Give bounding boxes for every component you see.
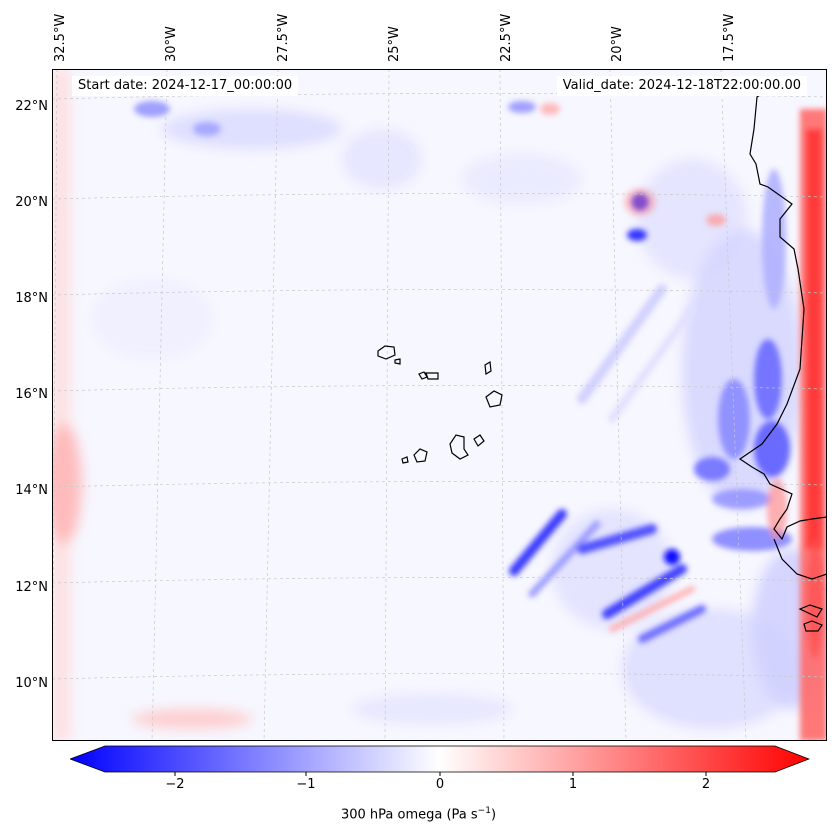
lon-label: 25°W — [387, 26, 402, 62]
colorbar-tick-label: −2 — [165, 777, 185, 792]
colorbar-tick-label: 2 — [701, 777, 711, 792]
colorbar-tick-label: 0 — [435, 777, 445, 792]
island-sal — [484, 361, 492, 375]
lat-label: 12°N — [15, 580, 48, 595]
colorbar — [70, 745, 810, 776]
lat-label: 20°N — [15, 195, 48, 210]
lon-label: 32.5°W — [53, 13, 68, 62]
colorbar-tick-label: −1 — [296, 777, 316, 792]
island-fogo — [413, 448, 428, 463]
lon-label: 17.5°W — [722, 13, 737, 62]
colorbar-label-exponent: −1 — [477, 806, 491, 816]
coastlines — [377, 88, 827, 632]
valid-date-label: Valid_date: 2024-12-18T22:00:00.00 — [556, 76, 807, 96]
island-maio — [473, 434, 485, 447]
map-gridlines — [52, 69, 827, 741]
island-sao-nicolau — [418, 371, 439, 380]
lon-label: 22.5°W — [499, 13, 514, 62]
lat-label: 18°N — [15, 291, 48, 306]
lat-label: 14°N — [15, 483, 48, 498]
bissagos-coast — [773, 538, 827, 580]
colorbar-tick-label: 1 — [568, 777, 578, 792]
colorbar-label: 300 hPa omega (Pa s−1) — [0, 806, 837, 822]
omega-field-broad — [52, 69, 827, 741]
colorbar-label-end: ) — [490, 807, 497, 823]
start-date-label: Start date: 2024-12-17_00:00:00 — [72, 76, 299, 96]
lat-label: 22°N — [15, 99, 48, 114]
lon-label: 20°W — [610, 26, 625, 62]
colorbar-label-text: 300 hPa omega (Pa s — [340, 807, 478, 823]
island-sao-vicente — [394, 358, 401, 365]
island-boa-vista — [485, 390, 503, 408]
island-brava — [401, 456, 409, 464]
africa-coastline — [738, 88, 827, 541]
lat-label: 10°N — [15, 676, 48, 691]
colorbar-ramp — [70, 745, 810, 773]
lat-label: 16°N — [15, 387, 48, 402]
colorbar-tick-marks — [174, 772, 707, 776]
lon-label: 27.5°W — [276, 13, 291, 62]
island-santo-antao — [377, 345, 396, 360]
lon-label: 30°W — [164, 26, 179, 62]
omega-map — [52, 69, 827, 741]
map-frame — [52, 69, 827, 741]
bissagos-islands — [798, 604, 823, 632]
island-santiago — [449, 434, 469, 460]
omega-field-features — [134, 101, 827, 741]
